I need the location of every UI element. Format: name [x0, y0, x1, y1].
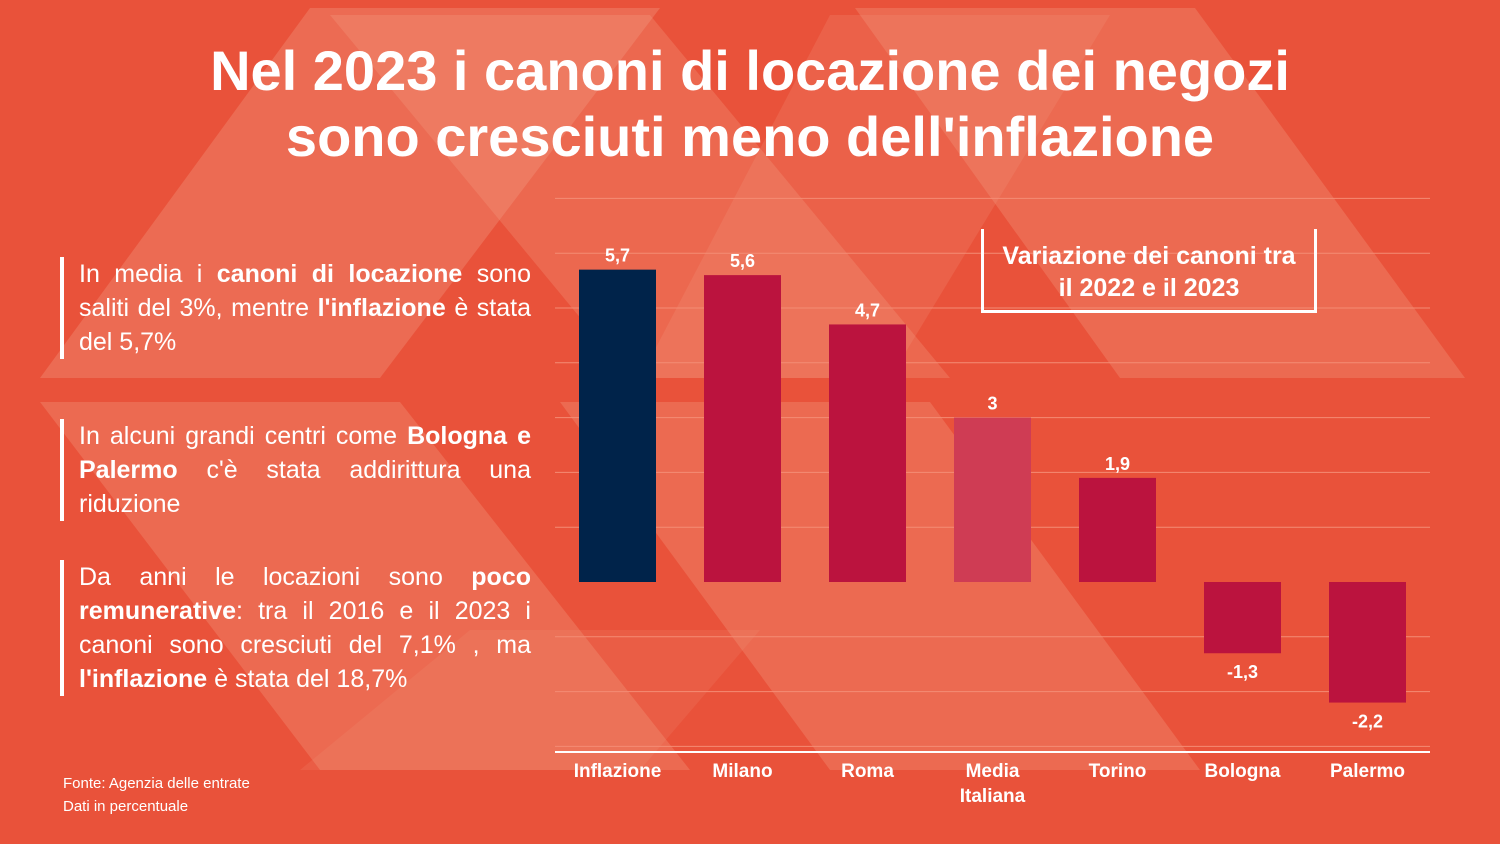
- paragraph-text: Da anni le locazioni sono: [79, 563, 472, 591]
- paragraph-bold: Bologna e Palermo: [79, 422, 531, 484]
- paragraph-bold: l'inflazione: [317, 294, 446, 322]
- paragraph-text: sono saliti del 3%, mentre: [79, 260, 531, 322]
- legend-line-1: Variazione dei canoni tra: [1002, 242, 1296, 270]
- bar: [1079, 477, 1156, 582]
- data-label: -2,2: [1352, 712, 1383, 732]
- bar: [704, 275, 781, 582]
- paragraph-text: è stata del 5,7%: [79, 294, 531, 356]
- paragraph-text: In media i: [79, 260, 217, 288]
- bar: [1329, 582, 1406, 703]
- category-label: Roma: [841, 761, 894, 782]
- data-label: -1,3: [1227, 662, 1258, 682]
- category-label: Bologna: [1205, 761, 1281, 782]
- paragraph-text: c'è stata addirittura una riduzione: [79, 456, 531, 518]
- data-label: 3: [987, 394, 997, 414]
- bar: [579, 269, 656, 582]
- paragraph-city-reduction: In alcuni grandi centri come Bologna e P…: [60, 419, 531, 521]
- data-label: 4,7: [855, 300, 880, 320]
- paragraph-average-rent: In media i canoni di locazione sono sali…: [60, 257, 531, 359]
- title-line-2: sono cresciuti meno dell'inflazione: [285, 105, 1215, 168]
- category-label: Torino: [1089, 761, 1147, 782]
- paragraph-text: : tra il 2016 e il 2023 i canoni sono cr…: [79, 597, 531, 659]
- category-label: Italiana: [960, 786, 1026, 807]
- legend-box: [981, 229, 1317, 313]
- unit-note: Dati in percentuale: [63, 798, 189, 815]
- legend-title: Variazione dei canoni tra il 2022 e il 2…: [981, 240, 1317, 304]
- paragraph-text: è stata del 18,7%: [207, 665, 408, 693]
- legend-line-2: il 2022 e il 2023: [1058, 274, 1240, 302]
- bar: [954, 417, 1031, 582]
- paragraph-bold: poco remunerative: [79, 563, 531, 625]
- paragraph-text: In alcuni grandi centri come: [79, 422, 408, 450]
- paragraph-bold: canoni di locazione: [216, 260, 463, 288]
- category-label: Media: [966, 761, 1020, 782]
- data-label: 5,7: [605, 246, 630, 266]
- data-label: 1,9: [1105, 454, 1130, 474]
- page-title: Nel 2023 i canoni di locazione dei negoz…: [0, 38, 1500, 170]
- title-line-1: Nel 2023 i canoni di locazione dei negoz…: [210, 39, 1290, 102]
- bar: [829, 324, 906, 582]
- category-label: Palermo: [1330, 761, 1405, 782]
- source-note: Fonte: Agenzia delle entrate: [63, 775, 250, 792]
- category-label: Inflazione: [574, 761, 662, 782]
- bar: [1204, 582, 1281, 654]
- paragraph-long-term: Da anni le locazioni sono poco remunerat…: [60, 560, 531, 696]
- paragraph-bold: l'inflazione: [79, 665, 208, 693]
- data-label: 5,6: [730, 251, 755, 271]
- category-label: Milano: [712, 761, 772, 782]
